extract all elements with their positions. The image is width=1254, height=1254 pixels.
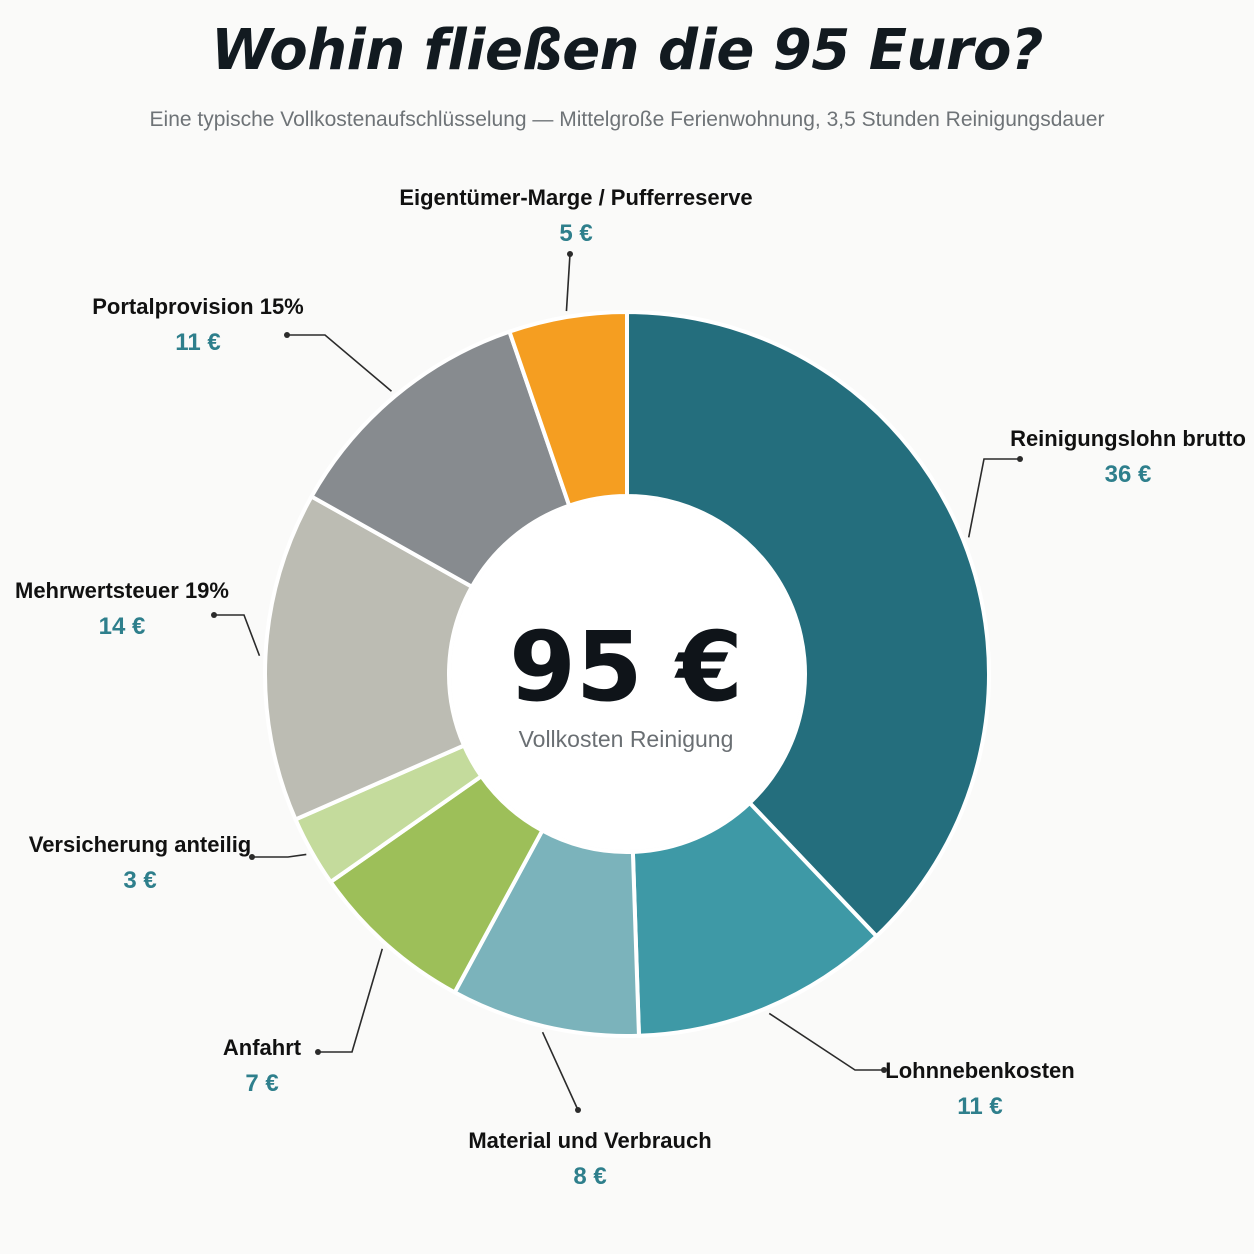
leader-dot-eigentuemer-marge-pufferreserve <box>567 251 573 257</box>
value-mehrwertsteuer-19: 14 € <box>99 613 146 640</box>
leader-dot-mehrwertsteuer-19 <box>211 612 217 618</box>
leader-line-anfahrt <box>318 948 384 1053</box>
chart-title: Wohin fließen die 95 Euro? <box>211 18 1043 83</box>
slice-reinigungslohn-brutto <box>625 310 991 939</box>
leader-dot-portalprovision-15 <box>284 332 290 338</box>
slice-mehrwertsteuer-19 <box>263 494 474 822</box>
value-material-und-verbrauch: 8 € <box>573 1163 606 1190</box>
label-portalprovision-15: Portalprovision 15% <box>92 294 304 319</box>
leader-line-versicherung-anteilig <box>252 853 307 858</box>
leader-line-material-und-verbrauch <box>541 1031 579 1111</box>
leader-dot-versicherung-anteilig <box>249 854 255 860</box>
label-versicherung-anteilig: Versicherung anteilig <box>29 832 252 857</box>
value-anfahrt: 7 € <box>245 1070 278 1097</box>
leader-lines <box>211 251 1023 1113</box>
leader-dot-material-und-verbrauch <box>575 1107 581 1113</box>
value-lohnnebenkosten: 11 € <box>957 1093 1002 1120</box>
slice-lohnnebenkosten <box>630 800 879 1038</box>
leader-dot-anfahrt <box>315 1049 321 1055</box>
value-eigentuemer-marge-pufferreserve: 5 € <box>559 220 592 247</box>
label-eigentuemer-marge-pufferreserve: Eigentümer-Marge / Pufferreserve <box>399 185 752 210</box>
chart-subtitle: Eine typische Vollkostenaufschlüsselung … <box>149 108 1105 131</box>
leader-line-portalprovision-15 <box>287 334 393 392</box>
label-lohnnebenkosten: Lohnnebenkosten <box>885 1058 1074 1083</box>
leader-line-eigentuemer-marge-pufferreserve <box>565 253 571 312</box>
value-portalprovision-15: 11 € <box>175 329 220 356</box>
leader-line-lohnnebenkosten <box>768 1012 884 1071</box>
donut-center <box>451 498 803 850</box>
center-total-value: 95 € <box>509 611 743 723</box>
slice-eigentuemer-marge-pufferreserve <box>507 310 629 508</box>
label-material-und-verbrauch: Material und Verbrauch <box>468 1128 711 1153</box>
leader-line-reinigungslohn-brutto <box>967 458 1020 538</box>
label-anfahrt: Anfahrt <box>223 1035 302 1060</box>
value-reinigungslohn-brutto: 36 € <box>1105 461 1152 488</box>
value-versicherung-anteilig: 3 € <box>123 867 156 894</box>
slice-portalprovision-15 <box>309 329 572 589</box>
label-mehrwertsteuer-19: Mehrwertsteuer 19% <box>15 578 229 603</box>
donut-slices <box>263 310 991 1038</box>
label-reinigungslohn-brutto: Reinigungslohn brutto <box>1010 426 1246 451</box>
slice-labels: Reinigungslohn brutto 36 € Lohnnebenkosten… <box>15 185 1246 1190</box>
center-total-label: Vollkosten Reinigung <box>519 726 734 752</box>
leader-line-mehrwertsteuer-19 <box>214 614 261 657</box>
leader-dot-lohnnebenkosten <box>881 1067 887 1073</box>
leader-dot-reinigungslohn-brutto <box>1017 456 1023 462</box>
